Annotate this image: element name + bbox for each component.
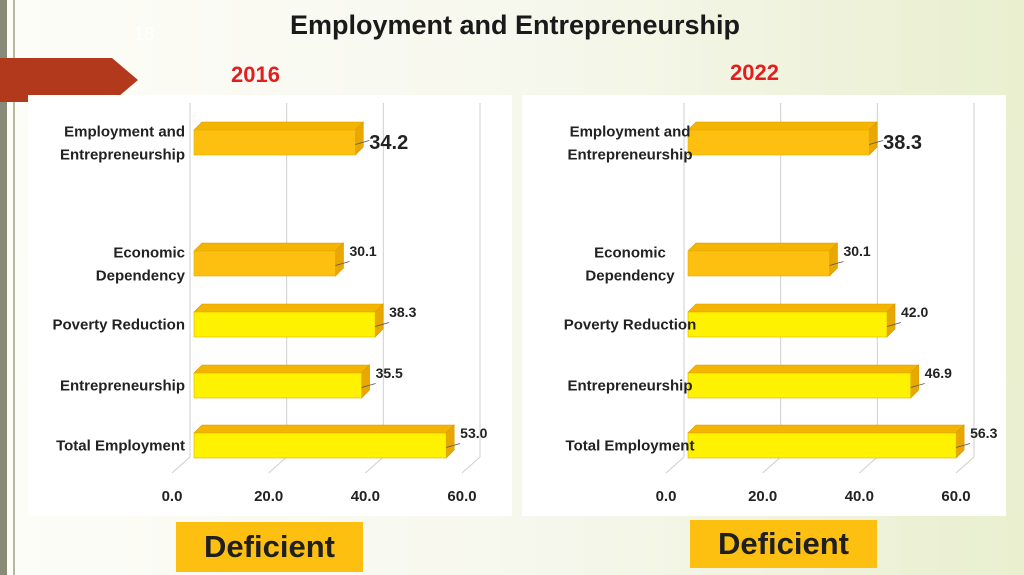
value-leader-line <box>355 140 370 145</box>
data-label: 35.5 <box>376 365 403 381</box>
chart-panel-2022: 0.0 20.0 40.0 60.0 38.3 Employment and Entrepr… <box>522 95 1006 516</box>
floor-gridline <box>461 456 481 474</box>
data-label: 56.3 <box>970 425 997 441</box>
value-leader-line <box>829 261 844 266</box>
bar-top-face <box>687 364 920 374</box>
x-tick-label: 0.0 <box>162 488 183 505</box>
floor-gridline <box>859 456 878 474</box>
bar-economic-dependency <box>687 250 830 277</box>
floor-gridline <box>955 456 975 474</box>
category-label: Entrepreneurship <box>567 378 692 395</box>
value-leader-line <box>910 383 925 388</box>
bar-top-face <box>687 303 896 313</box>
floor-gridline <box>268 456 287 474</box>
x-tick-label: 20.0 <box>254 488 283 505</box>
bar-entrepreneurship <box>193 372 362 399</box>
bar-top-face <box>193 364 371 374</box>
bar-poverty-reduction <box>193 311 376 338</box>
bar-top-face <box>687 242 839 252</box>
x-tick-label: 0.0 <box>656 488 677 505</box>
floor-gridline <box>665 456 685 474</box>
bar-top-face <box>193 242 345 252</box>
category-label: Entrepreneurship <box>60 378 185 395</box>
x-tick-label: 20.0 <box>748 488 777 505</box>
x-tick-label: 40.0 <box>845 488 874 505</box>
value-leader-line <box>361 383 376 388</box>
category-label: Total Employment <box>566 438 695 455</box>
category-label: Economic Dependency <box>96 245 186 285</box>
page-title: Employment and Entrepreneurship <box>289 10 741 40</box>
bar-total-employment <box>193 432 447 459</box>
value-leader-line <box>375 322 390 327</box>
category-label: Total Employment <box>56 438 185 455</box>
value-leader-line <box>446 443 461 448</box>
left-decor-line <box>13 0 15 575</box>
bar-chart-2016: 0.0 20.0 40.0 60.0 34.2 Employment and Entrepr… <box>52 103 488 505</box>
deficient-badge-2022: Deficient <box>690 520 877 568</box>
bar-top-face <box>193 424 455 434</box>
chart-title-2022: 2022 <box>730 60 779 85</box>
category-label: Employment and Entrepreneurship <box>567 124 692 164</box>
value-leader-line <box>956 443 971 448</box>
data-label: 34.2 <box>369 132 408 154</box>
x-tick-label: 60.0 <box>941 488 970 505</box>
value-leader-line <box>335 261 350 266</box>
data-label: 30.1 <box>843 243 870 259</box>
x-tick-label: 40.0 <box>351 488 380 505</box>
data-label: 53.0 <box>460 425 487 441</box>
slide-number: 18 <box>134 24 155 44</box>
floor-gridline <box>171 456 191 474</box>
bar-top-face <box>193 121 365 131</box>
data-label: 38.3 <box>389 304 416 320</box>
bar-employment-and-entrepreneurship <box>193 129 356 156</box>
chart-panel-2016: 0.0 20.0 40.0 60.0 34.2 Employment and Entrepr… <box>28 95 512 516</box>
bar-top-face <box>687 121 878 131</box>
data-label: 42.0 <box>901 304 928 320</box>
bar-employment-and-entrepreneurship <box>687 129 870 156</box>
bar-top-face <box>687 424 965 434</box>
category-label: Poverty Reduction <box>564 317 697 334</box>
data-label: 46.9 <box>925 365 952 381</box>
value-leader-line <box>869 140 884 145</box>
bar-poverty-reduction <box>687 311 888 338</box>
bar-top-face <box>193 303 384 313</box>
x-tick-label: 60.0 <box>447 488 476 505</box>
red-arrow-decoration <box>0 58 138 102</box>
floor-gridline <box>365 456 384 474</box>
category-label: Economic Dependency <box>585 245 675 285</box>
value-leader-line <box>886 322 902 327</box>
data-label: 38.3 <box>883 132 922 154</box>
left-decor-stripe <box>0 0 7 575</box>
category-label: Employment and Entrepreneurship <box>60 124 185 164</box>
category-label: Poverty Reduction <box>52 317 185 334</box>
bar-entrepreneurship <box>687 372 911 399</box>
floor-gridline <box>762 456 781 474</box>
data-label: 30.1 <box>349 243 376 259</box>
bar-economic-dependency <box>193 250 336 277</box>
bar-total-employment <box>687 432 957 459</box>
deficient-badge-2016: Deficient <box>176 522 363 572</box>
chart-title-2016: 2016 <box>231 62 280 87</box>
bar-chart-2022: 0.0 20.0 40.0 60.0 38.3 Employment and Entrepr… <box>564 103 998 505</box>
